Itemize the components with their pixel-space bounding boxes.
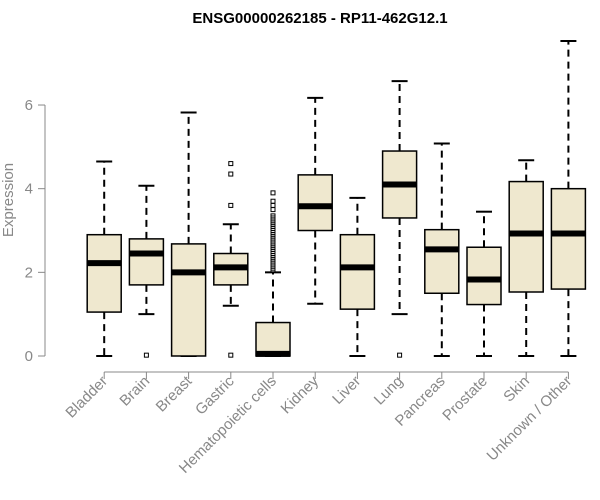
chart-title: ENSG00000262185 - RP11-462G12.1 [192,10,447,27]
iqr-box [339,233,376,310]
y-tick-label: 6 [25,97,33,114]
outlier-point [228,352,234,358]
outlier-point [143,352,149,358]
outlier-point [228,161,234,167]
box-hematopoietic-cells [255,190,291,357]
x-tick-label: Breast [153,372,196,415]
outlier-point [228,202,234,208]
outlier-point [270,198,276,204]
x-tick-label: Liver [329,373,364,408]
box-bladder [86,160,122,357]
box-kidney [297,96,333,305]
iqr-box [508,180,544,293]
iqr-box [466,246,502,306]
iqr-box [170,243,207,357]
y-tick-label: 4 [25,181,33,198]
x-tick-label: Bladder [62,373,111,422]
box-pancreas [424,142,460,357]
box-breast [170,111,207,357]
outlier-point [228,171,234,177]
x-tick-label: Skin [500,373,533,406]
box-brain [128,184,165,358]
box-gastric [213,161,249,358]
outlier-point [397,352,403,358]
y-axis-label: Expression [0,163,17,237]
boxes-layer [86,40,587,358]
iqr-box [255,321,291,357]
outlier-point [270,202,276,208]
box-skin [508,159,544,357]
outlier-point [270,213,276,219]
iqr-box [550,187,587,290]
outlier-point [270,207,276,213]
iqr-box [86,233,122,313]
box-liver [339,196,376,357]
box-lung [381,80,418,358]
y-tick-label: 2 [25,264,33,281]
outlier-point [270,190,276,196]
iqr-box [128,238,165,286]
iqr-box [424,228,460,295]
y-axis: 0 2 4 6 [25,97,46,365]
x-tick-label: Brain [116,373,153,410]
x-tick-label: Kidney [278,372,323,417]
box-unknown-other [550,40,587,357]
x-tick-label: Prostate [439,373,491,425]
x-tick-label: Lung [371,373,407,409]
iqr-box [297,174,333,232]
box-prostate [466,210,502,357]
y-tick-label: 0 [25,348,33,365]
